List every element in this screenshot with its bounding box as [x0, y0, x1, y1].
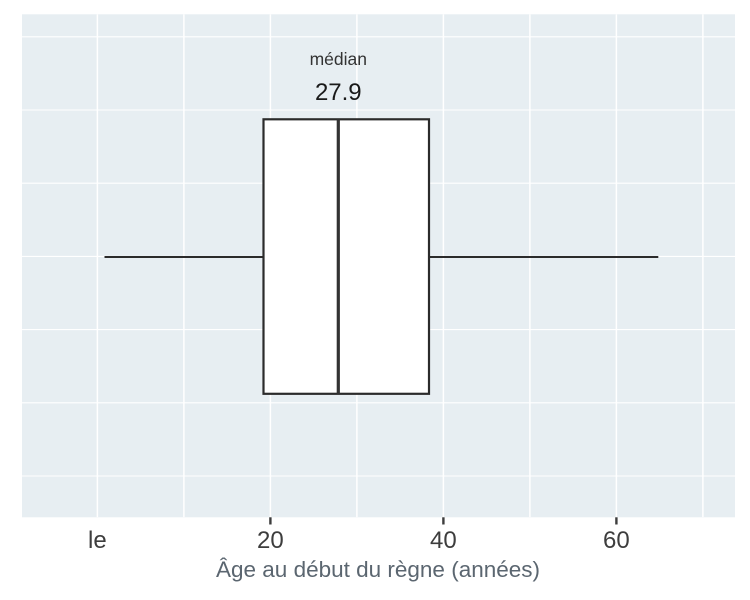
- svg-text:20: 20: [257, 527, 284, 554]
- svg-text:60: 60: [603, 527, 630, 554]
- svg-text:le: le: [88, 527, 107, 554]
- svg-text:27.9: 27.9: [315, 79, 362, 106]
- svg-text:médian: médian: [310, 49, 367, 69]
- svg-text:40: 40: [430, 527, 457, 554]
- svg-text:Âge au début du règne (années): Âge au début du règne (années): [216, 557, 540, 582]
